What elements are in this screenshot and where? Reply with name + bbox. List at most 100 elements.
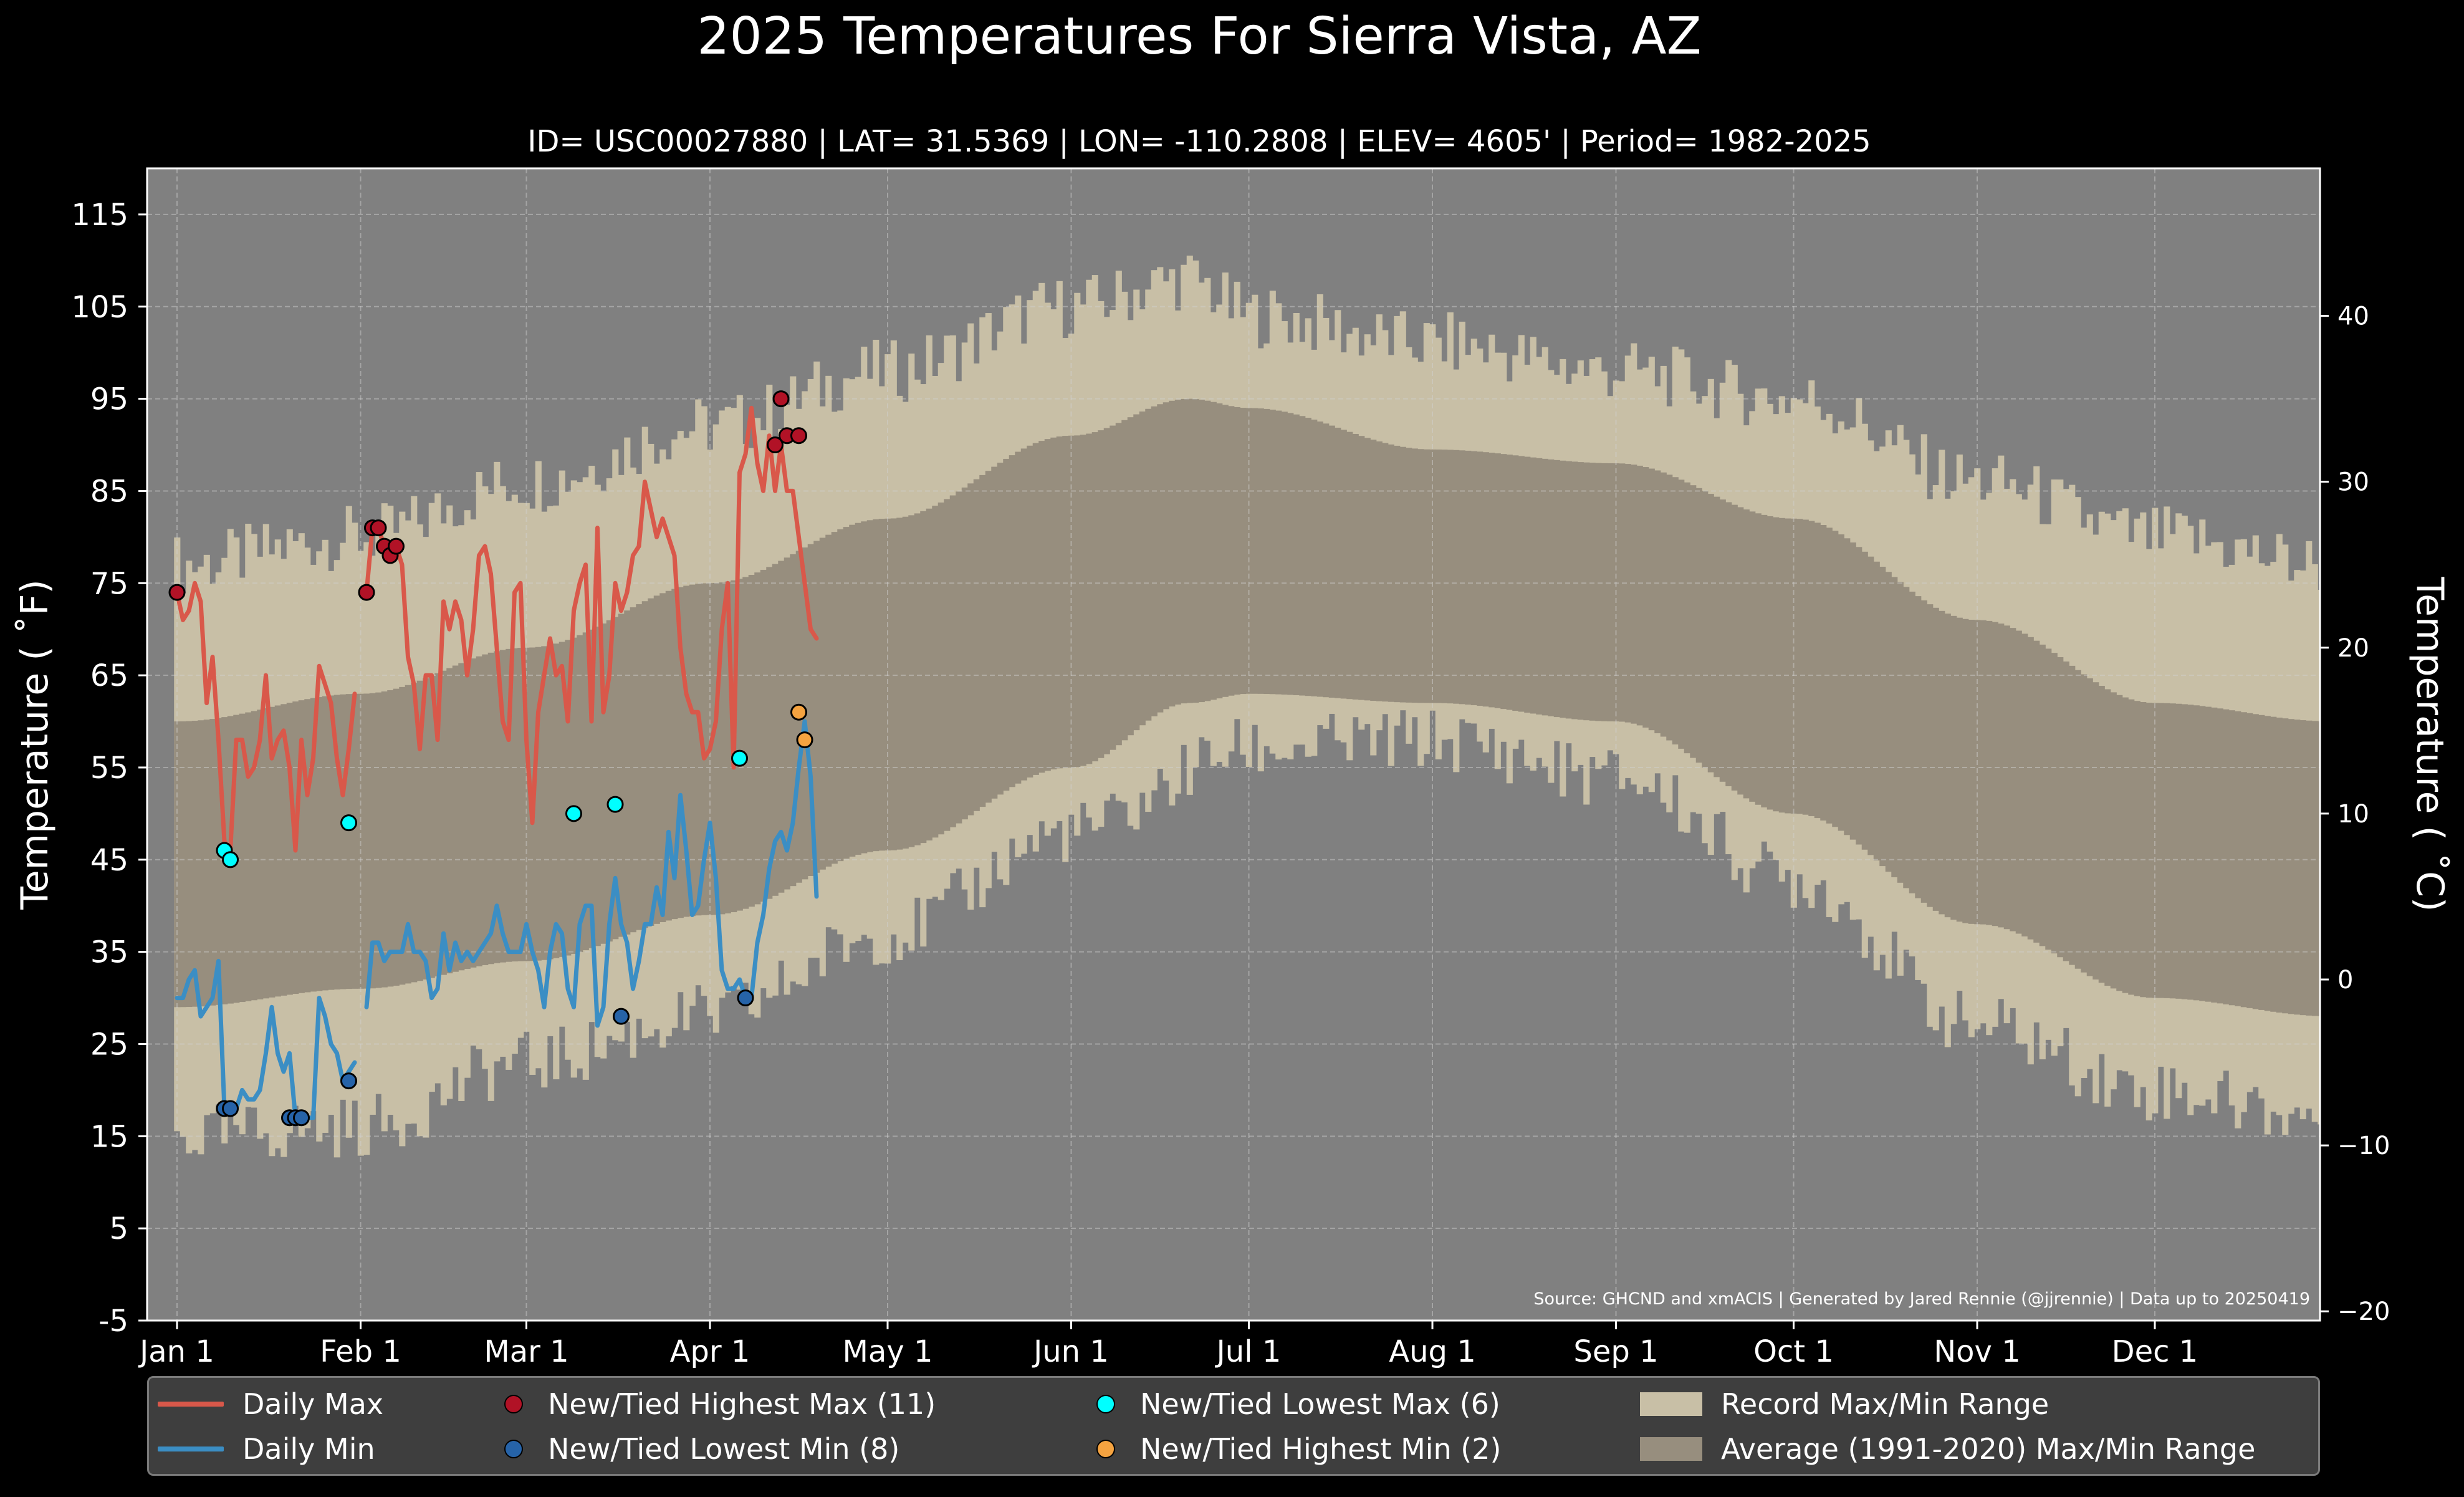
average-bar [2051,653,2058,954]
average-bar [1956,617,1963,922]
average-bar [873,519,880,852]
average-bar [2074,670,2081,969]
average-bar [1536,458,1543,715]
average-bar [2164,703,2170,998]
right-tick-label: 30 [2337,468,2369,497]
average-bar [1743,509,1750,799]
average-bar [1631,465,1637,724]
average-bar [825,534,832,867]
average-bar [482,654,489,965]
average-bar [2010,628,2016,931]
average-bar [784,557,790,890]
average-bar [944,499,951,831]
average-bar [937,502,944,835]
average-bar [2039,644,2046,946]
average-bar [1352,433,1359,700]
highest-max-marker [358,584,375,601]
average-bar [719,582,726,915]
average-bar [1512,455,1519,711]
x-tick-label: Feb 1 [320,1334,401,1369]
average-bar [558,642,565,957]
average-bar [322,696,328,991]
legend-swatch [158,1446,224,1451]
average-bar [1027,445,1033,778]
average-bar [1826,527,1833,824]
average-bar [2003,625,2010,930]
average-bar [345,694,352,989]
average-bar [1257,408,1264,694]
average-bar [440,670,447,975]
average-bar [286,703,293,995]
average-bar [553,643,560,958]
right-tick-label: −10 [2337,1132,2390,1160]
average-bar [1323,423,1330,698]
legend-swatch [504,1440,523,1458]
average-bar [381,691,388,988]
average-bar [2240,712,2247,1008]
average-bar [1038,441,1045,773]
average-bar [1145,408,1152,721]
average-bar [1482,452,1489,707]
average-bar [1127,417,1134,736]
average-bar [1950,615,1957,920]
average-bar [949,495,956,827]
average-bar [411,683,418,983]
average-bar [2092,682,2099,980]
average-bar [1785,518,1791,814]
average-bar [1719,499,1726,782]
lowest-max-marker [606,796,624,813]
average-bar [1992,622,1998,927]
average-bar [2282,718,2289,1014]
average-bar [1856,547,1862,845]
left-tick-label: 35 [90,935,128,970]
average-bar [1548,459,1555,716]
legend-swatch [158,1402,224,1407]
average-bar [180,721,186,1008]
average-bar [724,581,731,913]
average-bar [1666,474,1673,741]
average-bar [1465,450,1472,705]
average-bar [1506,455,1513,710]
average-bar [1287,413,1294,695]
average-bar [1939,610,1945,915]
average-bar [369,693,376,989]
average-bar [1103,428,1110,754]
daily-min-line [364,719,819,1028]
average-bar [1228,406,1235,696]
left-tick-label: 95 [90,382,128,417]
y-axis-label-right: Temperature ( ˚C) [2408,577,2452,912]
legend-label: Daily Max [242,1387,384,1421]
average-bar [547,645,554,960]
average-bar [1832,531,1839,827]
average-bar [807,544,814,877]
average-bar [2086,678,2093,976]
average-bar [1311,419,1318,696]
average-bar [2098,686,2105,983]
average-bar [1778,517,1785,813]
highest-max-marker [370,519,387,537]
highest-min-marker [790,703,807,721]
source-note: Source: GHCND and xmACIS | Generated by … [1533,1289,2310,1309]
average-bar [2057,657,2064,958]
left-axis-ticks: -5 5 15 25 35 45 55 65 75 85 95 105 115 [71,198,147,1339]
average-bar [582,632,589,951]
average-bar [1980,620,1987,925]
average-bar [2211,707,2218,1003]
average-bar [1565,461,1572,719]
highest-max-marker [168,584,186,601]
average-bar [2258,715,2265,1010]
average-bar [831,532,838,864]
average-bar [1690,485,1697,758]
legend-item-highest-min: New/Tied Highest Min (2) [1071,1430,1501,1468]
average-bar [1216,403,1223,699]
x-axis-ticks: Jan 1 Feb 1 Mar 1 Apr 1 May 1 Jun 1 Jul 1 Aug 1… [138,1321,2198,1369]
average-bar [1299,416,1306,696]
average-bar [523,647,530,961]
left-tick-label: 15 [90,1119,128,1154]
average-bar [2063,661,2069,961]
average-bar [1583,462,1590,721]
legend-label: New/Tied Highest Max (11) [548,1387,936,1421]
legend-item-record-range: Record Max/Min Range [1640,1385,2049,1423]
average-bar [2228,710,2235,1006]
average-bar [748,574,755,907]
